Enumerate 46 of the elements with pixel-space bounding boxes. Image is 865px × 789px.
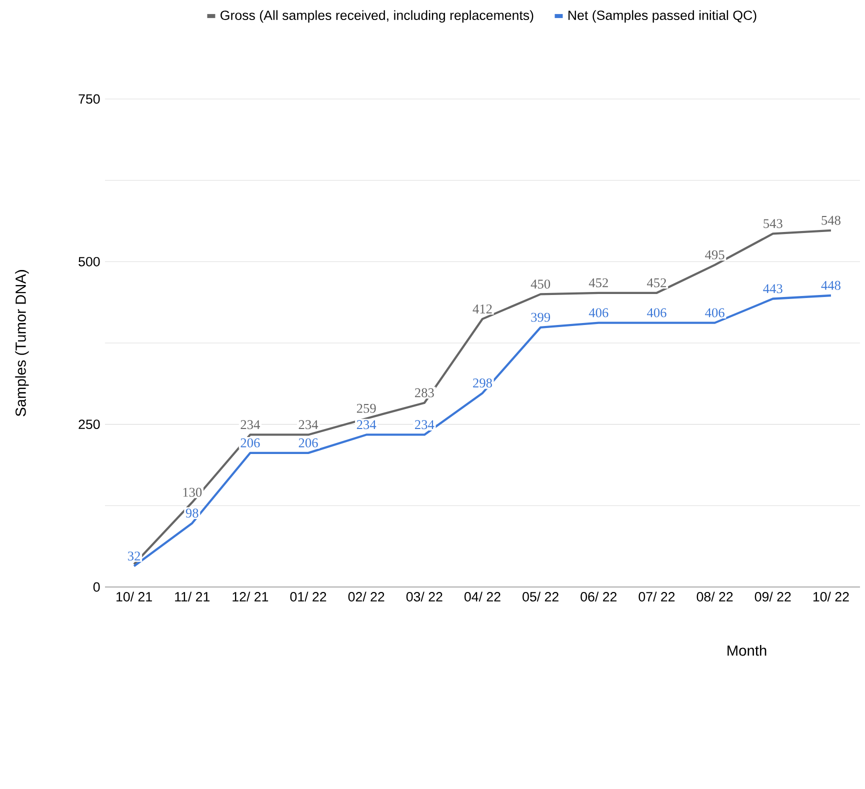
x-tick-label: 07/ 22 (638, 592, 675, 602)
x-tick-label: 11/ 21 (175, 592, 210, 602)
y-tick-label: 750 (78, 94, 100, 104)
legend-label: Net (Samples passed initial QC) (568, 10, 756, 23)
data-label: 259 (356, 404, 376, 413)
data-label: 495 (705, 250, 724, 260)
data-label: 130 (183, 488, 202, 497)
data-label: 452 (646, 278, 666, 288)
x-tick-label: 06/ 22 (580, 592, 617, 602)
data-label: 32 (128, 552, 140, 561)
x-tick-label: 05/ 22 (522, 592, 558, 602)
x-tick-label: 10/ 22 (813, 592, 849, 602)
data-label: 399 (531, 312, 550, 322)
data-label: 448 (821, 280, 840, 290)
y-tick-label: 250 (78, 420, 100, 430)
data-label: 234 (356, 420, 376, 430)
data-label: 412 (472, 304, 492, 314)
data-label: 406 (705, 308, 724, 318)
data-label: 548 (822, 216, 840, 225)
data-label: 206 (298, 438, 318, 448)
data-label: 234 (240, 420, 260, 430)
x-tick-label: 08/ 22 (696, 592, 733, 602)
x-tick-label: 02/ 22 (348, 592, 384, 602)
legend-label: Gross (All samples received, including replacements) (220, 10, 534, 23)
data-label: 298 (473, 378, 492, 388)
data-label: 234 (298, 420, 318, 430)
x-axis-title: Month (728, 645, 766, 656)
data-label: 98 (186, 508, 198, 518)
data-label: 452 (588, 278, 608, 288)
data-label: 234 (415, 420, 434, 430)
x-tick-label: 12/ 21 (232, 592, 268, 602)
x-tick-label: 01/ 22 (290, 592, 326, 602)
data-label: 543 (764, 219, 782, 228)
data-label: 406 (588, 308, 608, 318)
data-label: 406 (646, 308, 666, 318)
data-label: 283 (415, 388, 434, 398)
data-label: 206 (240, 438, 260, 448)
x-tick-label: 03/ 22 (406, 592, 442, 602)
x-tick-label: 09/ 22 (754, 592, 791, 602)
data-label: 450 (530, 280, 550, 289)
y-axis-title: Samples (Tumor DNA) (15, 270, 29, 416)
data-label: 443 (763, 284, 782, 294)
y-tick-label: 500 (78, 256, 100, 266)
x-tick-label: 10/ 21 (116, 592, 152, 602)
y-tick-label: 0 (93, 582, 100, 592)
x-tick-label: 04/ 22 (464, 592, 500, 602)
